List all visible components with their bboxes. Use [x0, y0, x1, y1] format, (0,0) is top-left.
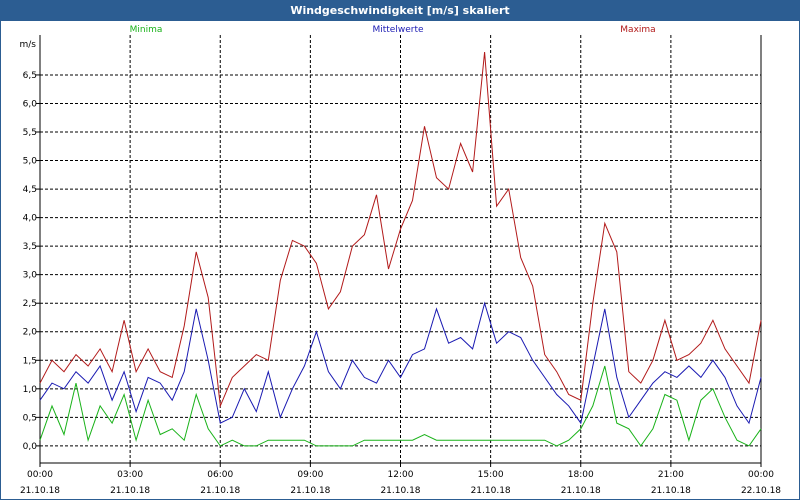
y-tick-label: 4,5 — [23, 185, 37, 195]
y-tick-label: 6,0 — [23, 99, 38, 109]
x-tick-label-date: 21.10.18 — [651, 486, 691, 496]
x-tick-label-date: 21.10.18 — [200, 486, 240, 496]
x-tick-label-time: 00:00 — [27, 470, 53, 480]
grid — [40, 35, 761, 463]
wind-speed-chart: 0,0 0,5 1,0 1,5 2,0 2,5 3,0 3,5 4,0 4,5 5,0 5,5 6,0 6… — [20, 25, 782, 496]
legend-mittelwerte: Mittelwerte — [372, 25, 423, 35]
legend-maxima: Maxima — [620, 25, 655, 35]
x-tick-label-time: 09:00 — [297, 470, 323, 480]
series-lines — [39, 52, 762, 447]
y-tick-label: 3,0 — [23, 271, 38, 281]
x-tick-label-date: 22.10.18 — [741, 486, 781, 496]
series-line-mittelwerte — [39, 301, 762, 425]
y-tick-label: 1,5 — [23, 356, 37, 366]
x-tick-label-date: 21.10.18 — [110, 486, 150, 496]
x-tick-label-time: 12:00 — [388, 470, 414, 480]
y-tick-label: 4,0 — [23, 214, 38, 224]
y-tick-label: 2,5 — [23, 299, 37, 309]
axes — [36, 35, 762, 467]
y-tick-label: 0,5 — [23, 413, 37, 423]
x-tick-label-time: 03:00 — [117, 470, 143, 480]
x-tick-label-time: 06:00 — [207, 470, 233, 480]
x-tick-label-time: 21:00 — [658, 470, 684, 480]
y-tick-label: 5,0 — [23, 157, 38, 167]
x-tick-label-time: 18:00 — [568, 470, 594, 480]
x-tick-label-date: 21.10.18 — [561, 486, 601, 496]
x-tick-label-date: 21.10.18 — [20, 486, 60, 496]
x-tick-label-date: 21.10.18 — [471, 486, 511, 496]
y-tick-label: 6,5 — [23, 71, 37, 81]
x-tick-label-time: 00:00 — [748, 470, 774, 480]
y-tick-label: 3,5 — [23, 242, 37, 252]
x-tick-label-date: 21.10.18 — [290, 486, 330, 496]
series-line-maxima — [39, 52, 762, 408]
y-tick-label: 2,0 — [23, 328, 38, 338]
window-title: Windgeschwindigkeit [m/s] skaliert — [1, 1, 799, 21]
y-tick-label: 0,0 — [23, 442, 38, 452]
series-line-minima — [39, 365, 762, 447]
labels: 0,0 0,5 1,0 1,5 2,0 2,5 3,0 3,5 4,0 4,5 5,0 5,5 6,0 6… — [20, 25, 782, 496]
y-axis-unit: m/s — [20, 40, 37, 50]
y-tick-label: 1,0 — [23, 385, 38, 395]
legend-minima: Minima — [130, 25, 163, 35]
y-tick-label: 5,5 — [23, 128, 37, 138]
x-tick-label-date: 21.10.18 — [380, 486, 420, 496]
x-tick-label-time: 15:00 — [478, 470, 504, 480]
